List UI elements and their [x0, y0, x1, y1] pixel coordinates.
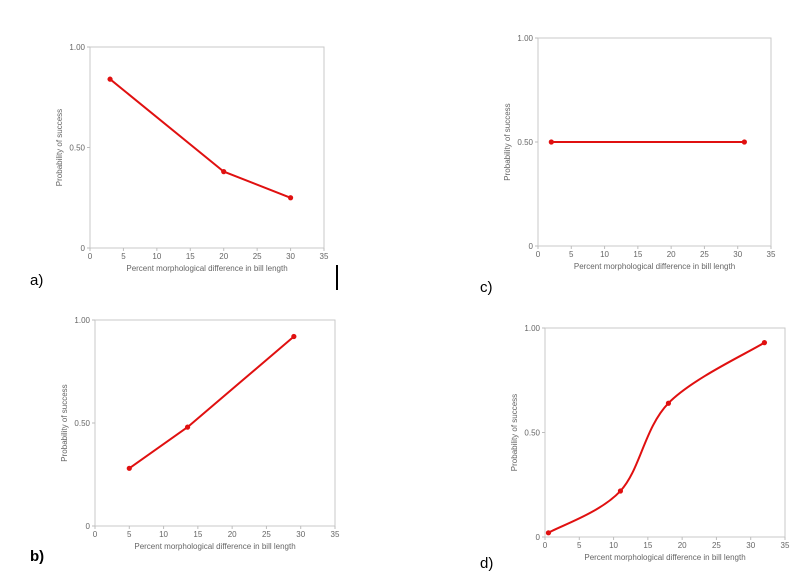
x-tick-label: 35 — [320, 252, 329, 261]
data-point — [665, 400, 672, 406]
y-axis-title: Probability of success — [60, 384, 69, 461]
series-line — [128, 335, 295, 470]
data-point — [617, 488, 624, 494]
y-tick-label: 0 — [536, 533, 541, 542]
y-tick-label: 0.50 — [74, 419, 90, 428]
panel-label: a) — [30, 272, 43, 289]
x-tick-label: 35 — [781, 541, 790, 550]
x-tick-label: 0 — [543, 541, 548, 550]
x-tick-label: 30 — [733, 250, 742, 259]
data-point — [741, 139, 747, 145]
y-tick-label: 1.00 — [69, 43, 85, 52]
x-tick-label: 5 — [127, 530, 132, 539]
x-tick-label: 10 — [609, 541, 618, 550]
x-tick-label: 30 — [746, 541, 755, 550]
x-tick-label: 5 — [121, 252, 126, 261]
panel-label: d) — [480, 555, 493, 572]
x-tick-label: 15 — [643, 541, 652, 550]
x-tick-label: 15 — [193, 530, 202, 539]
data-point — [545, 530, 552, 536]
data-point — [184, 424, 191, 430]
x-tick-label: 25 — [700, 250, 709, 259]
plot-area — [89, 46, 325, 249]
data-point — [107, 76, 113, 82]
x-tick-label: 35 — [767, 250, 776, 259]
x-tick-label: 5 — [569, 250, 574, 259]
y-tick-label: 0 — [529, 242, 534, 251]
x-tick-label: 5 — [577, 541, 582, 550]
x-tick-label: 0 — [93, 530, 98, 539]
x-tick-label: 10 — [600, 250, 609, 259]
x-tick-label: 15 — [633, 250, 642, 259]
series-line — [109, 78, 292, 199]
x-tick-label: 20 — [219, 252, 228, 261]
x-axis-title: Percent morphological difference in bill… — [584, 553, 745, 562]
y-tick-label: 1.00 — [74, 316, 90, 325]
chart-panel: 0 5 10 15 20 25 30 35 0 0.50 1.00 Percent morpholog… — [480, 324, 790, 572]
x-tick-label: 20 — [228, 530, 237, 539]
data-point — [548, 139, 554, 145]
data-point — [287, 195, 294, 201]
data-point — [291, 333, 297, 340]
x-tick-label: 35 — [331, 530, 340, 539]
panel-label: c) — [480, 279, 493, 296]
y-tick-label: 0 — [81, 244, 86, 253]
y-tick-label: 0 — [86, 522, 91, 531]
y-axis-title: Probability of success — [55, 109, 64, 186]
y-axis-title: Probability of success — [510, 394, 519, 471]
x-tick-label: 25 — [712, 541, 721, 550]
y-axis-title: Probability of success — [503, 103, 512, 180]
x-tick-label: 10 — [152, 252, 161, 261]
x-axis-title: Percent morphological difference in bill… — [134, 542, 295, 551]
x-tick-label: 0 — [88, 252, 93, 261]
y-tick-label: 0.50 — [517, 138, 533, 147]
x-tick-label: 20 — [678, 541, 687, 550]
x-tick-label: 30 — [296, 530, 305, 539]
x-tick-label: 30 — [286, 252, 295, 261]
data-point — [126, 465, 132, 471]
series-line — [547, 341, 766, 534]
plot-area — [544, 327, 786, 538]
y-tick-label: 0.50 — [69, 144, 85, 153]
data-point — [761, 340, 768, 346]
x-axis-title: Percent morphological difference in bill… — [574, 262, 735, 271]
chart-panel: 0 5 10 15 20 25 30 35 0 0.50 1.00 Percent morpholog… — [30, 316, 340, 565]
panel-label: b) — [30, 548, 44, 565]
chart-panel: 0 5 10 15 20 25 30 35 0 0.50 1.00 Percent morpholog… — [30, 43, 329, 289]
x-tick-label: 25 — [253, 252, 262, 261]
y-tick-label: 1.00 — [524, 324, 540, 333]
vertical-mark — [336, 265, 338, 290]
y-tick-label: 1.00 — [517, 34, 533, 43]
plot-area — [94, 319, 336, 527]
x-tick-label: 20 — [667, 250, 676, 259]
x-tick-label: 15 — [186, 252, 195, 261]
x-tick-label: 25 — [262, 530, 271, 539]
y-tick-label: 0.50 — [524, 429, 540, 438]
x-axis-title: Percent morphological difference in bill… — [126, 264, 287, 273]
data-point — [221, 169, 227, 175]
x-tick-label: 0 — [536, 250, 541, 259]
x-tick-label: 10 — [159, 530, 168, 539]
chart-panel: 0 5 10 15 20 25 30 35 0 0.50 1.00 Percent morpholog… — [480, 34, 776, 296]
